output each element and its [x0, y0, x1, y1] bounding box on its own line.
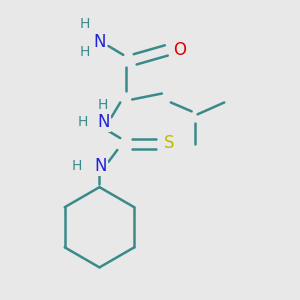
Text: N: N	[93, 32, 106, 50]
Text: O: O	[173, 41, 186, 59]
Text: H: H	[80, 17, 90, 31]
Text: S: S	[164, 134, 175, 152]
Text: H: H	[97, 98, 108, 112]
Text: H: H	[72, 159, 83, 173]
Text: H: H	[78, 115, 88, 129]
Text: N: N	[95, 157, 107, 175]
Text: H: H	[80, 45, 90, 59]
Text: N: N	[98, 113, 110, 131]
